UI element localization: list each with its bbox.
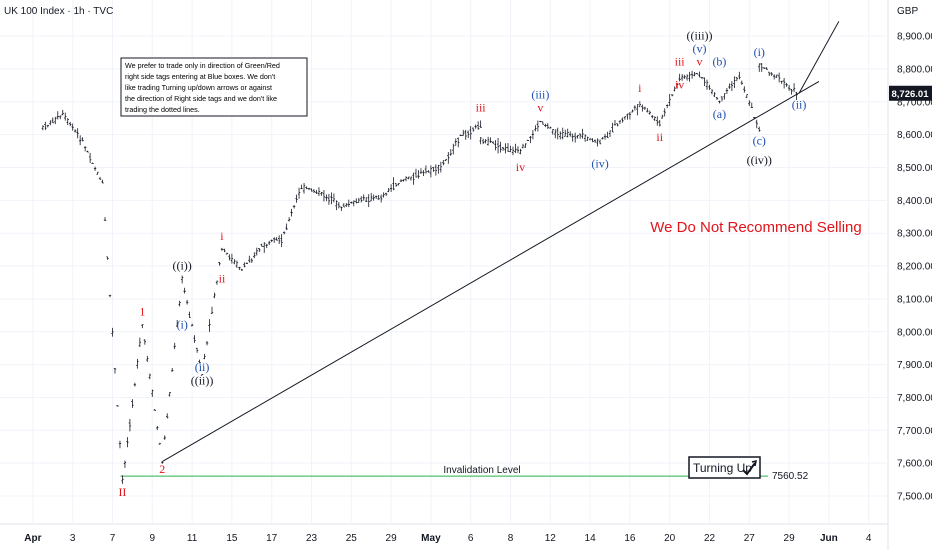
y-tick-label: 8,000.00 [897, 327, 932, 338]
wave-label: ((iii)) [687, 28, 713, 42]
x-tick-label: 29 [386, 533, 398, 544]
price-axis[interactable]: 7,500.00 7,600.00 7,700.00 7,800.00 7,900.00… [897, 32, 932, 503]
wave-label: ii [219, 271, 226, 285]
trendlines [161, 21, 840, 462]
wave-label: (ii) [195, 360, 210, 374]
arrow-head-icon [751, 459, 757, 467]
x-tick-label: Apr [24, 533, 41, 544]
y-tick-label: 8,900.00 [897, 32, 932, 43]
wave-label: (ii) [792, 97, 807, 111]
y-tick-label: 7,600.00 [897, 459, 932, 470]
y-tick-label: 7,900.00 [897, 360, 932, 371]
x-tick-label: 25 [346, 533, 358, 544]
x-tick-label: 22 [704, 533, 716, 544]
y-tick-label: 7,500.00 [897, 492, 932, 503]
x-tick-label: 15 [226, 533, 238, 544]
last-price-tag: 8,726.01 [889, 85, 932, 101]
note-line-5: trading the dotted lines. [125, 105, 200, 114]
wave-label: (i) [754, 45, 765, 59]
x-tick-label: 17 [266, 533, 278, 544]
y-tick-label: 8,700.00 [897, 97, 932, 108]
x-tick-label: Jun [820, 533, 838, 544]
wave-label: (a) [713, 107, 726, 121]
wave-label: (v) [693, 42, 707, 56]
x-tick-label: 27 [744, 533, 756, 544]
wave-label: II [118, 485, 126, 499]
price-tag-box [889, 85, 932, 101]
y-tick-label: 8,800.00 [897, 64, 932, 75]
currency-label: GBP [897, 6, 918, 17]
x-tick-label: 11 [187, 533, 198, 544]
check-arrow-icon [742, 462, 756, 476]
wave-labels: II12((i))(i)(ii)((ii))iiiiiiiv(iii)v(iv)… [118, 28, 806, 499]
wave-label: 2 [159, 462, 165, 476]
note-line-1: We prefer to trade only in direction of … [125, 61, 280, 70]
wave-label: v [697, 55, 703, 69]
x-tick-label: 4 [866, 533, 872, 544]
x-tick-label: 20 [664, 533, 676, 544]
y-tick-label: 8,600.00 [897, 130, 932, 141]
x-tick-label: 3 [70, 533, 76, 544]
x-tick-label: 16 [624, 533, 636, 544]
x-tick-label: May [421, 533, 441, 544]
wave-label: (c) [753, 134, 766, 148]
x-tick-label: 29 [784, 533, 796, 544]
y-tick-label: 7,700.00 [897, 426, 932, 437]
wave-label: i [638, 81, 642, 95]
note-line-4: the direction of Right side tags and we … [125, 94, 277, 103]
x-tick-label: 14 [585, 533, 597, 544]
wave-label: ((i)) [172, 258, 191, 272]
wave-label: v [537, 101, 543, 115]
wave-label: ((iv)) [747, 153, 772, 167]
wave-label: ((ii)) [191, 373, 214, 387]
projection-line [798, 21, 840, 94]
wave-label: (b) [712, 55, 726, 69]
turning-up-frame [688, 456, 761, 479]
x-tick-label: 8 [508, 533, 514, 544]
x-tick-label: 6 [468, 533, 474, 544]
y-tick-label: 8,100.00 [897, 294, 932, 305]
x-tick-label: 7 [110, 533, 116, 544]
y-tick-label: 8,400.00 [897, 196, 932, 207]
grid [0, 0, 888, 524]
trendline [161, 81, 820, 462]
note-box [120, 57, 308, 117]
y-tick-label: 7,800.00 [897, 393, 932, 404]
x-tick-label: 9 [150, 533, 156, 544]
wave-label: (i) [176, 317, 187, 331]
recommendation-text: We Do Not Recommend Selling [650, 219, 861, 236]
trading-note: We prefer to trade only in direction of … [120, 57, 308, 117]
invalidation-level: Invalidation Level 7560.52 [120, 465, 809, 482]
invalidation-label: Invalidation Level [443, 465, 520, 476]
wave-label: (iii) [531, 88, 549, 102]
wave-label: 1 [139, 304, 145, 318]
invalidation-value: 7560.52 [772, 471, 809, 482]
y-tick-label: 8,300.00 [897, 229, 932, 240]
wave-label: iv [516, 160, 525, 174]
turning-up-text: Turning Up [693, 461, 752, 475]
wave-label: i [220, 229, 224, 243]
wave-label: iii [476, 101, 487, 115]
y-tick-label: 8,500.00 [897, 163, 932, 174]
wave-label: (iv) [591, 157, 608, 171]
y-tick-label: 8,200.00 [897, 262, 932, 273]
x-tick-label: 23 [306, 533, 318, 544]
x-tick-label: 12 [545, 533, 557, 544]
symbol-title[interactable]: UK 100 Index · 1h · TVC [4, 6, 113, 17]
wave-label: iv [675, 78, 684, 92]
note-line-2: right side tags entering at Blue boxes. … [125, 72, 275, 81]
price-candles [41, 63, 798, 484]
wave-label: ii [656, 130, 663, 144]
time-axis[interactable]: Apr 3 7 9 11 15 17 23 25 29 May 6 8 12 14 16 20 22 27 29 Jun… [24, 533, 872, 544]
note-line-3: like trading Turning up/down arrows or a… [125, 83, 272, 92]
turning-up-box: Turning Up [688, 456, 761, 479]
price-tag-value: 8,726.01 [892, 89, 930, 100]
wave-label: iii [675, 55, 686, 69]
